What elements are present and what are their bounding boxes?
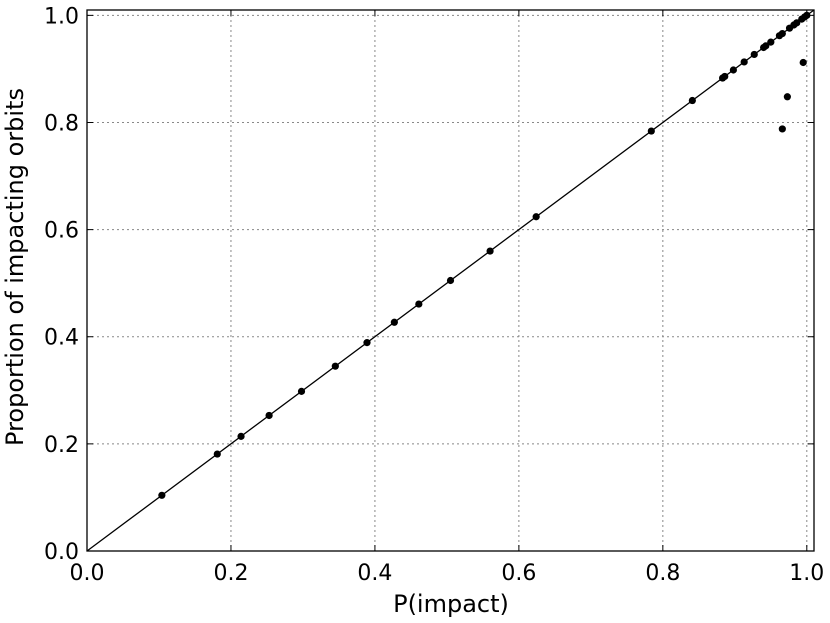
data-point — [740, 58, 748, 66]
data-point — [688, 96, 696, 105]
data-point — [415, 300, 423, 308]
data-point — [750, 50, 758, 59]
data-point — [729, 66, 737, 74]
data-point — [783, 93, 791, 101]
y-tick-label: 0.4 — [44, 326, 79, 351]
data-point — [532, 213, 540, 221]
x-axis-tick-labels: 0.0 0.2 0.4 0.6 0.8 1.0 — [70, 561, 825, 586]
data-point — [799, 58, 807, 67]
y-tick-label: 0.2 — [44, 433, 79, 458]
y-tick-label: 0.8 — [44, 111, 79, 136]
data-point — [721, 72, 729, 81]
axis-ticks — [86, 10, 814, 552]
data-point — [762, 42, 770, 50]
data-point — [446, 276, 455, 285]
y-tick-label: 0.6 — [44, 219, 79, 244]
x-tick-label: 0.2 — [213, 561, 248, 586]
data-point — [793, 19, 801, 27]
y-axis-tick-labels: 0.0 0.2 0.4 0.6 0.8 1.0 — [44, 4, 79, 565]
data-point — [158, 491, 166, 499]
data-points — [158, 11, 811, 499]
y-axis-label: Proportion of impacting orbits — [1, 88, 29, 446]
data-point — [213, 450, 221, 458]
data-point — [363, 339, 371, 347]
data-point — [767, 38, 775, 46]
y-tick-label: 0.0 — [44, 540, 79, 565]
x-tick-label: 0.8 — [645, 561, 680, 586]
x-tick-label: 0.0 — [70, 561, 105, 586]
data-point — [331, 362, 339, 370]
data-point — [778, 29, 786, 38]
data-point — [237, 432, 245, 440]
data-point — [778, 125, 786, 133]
data-point — [390, 318, 398, 326]
plot-area-frame — [86, 9, 815, 552]
x-tick-label: 1.0 — [789, 561, 824, 586]
x-axis-label: P(impact) — [393, 590, 509, 618]
x-tick-label: 0.4 — [357, 561, 392, 586]
x-tick-label: 0.6 — [501, 561, 536, 586]
data-point — [647, 127, 655, 135]
data-point — [265, 411, 273, 420]
data-point — [297, 387, 306, 395]
y-tick-label: 1.0 — [44, 4, 79, 29]
data-point — [486, 247, 494, 255]
